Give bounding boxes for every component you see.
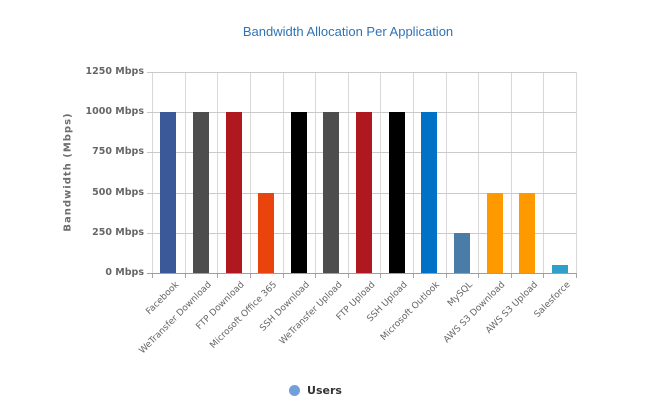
y-tick-label: 0 Mbps	[105, 267, 144, 278]
x-axis-line	[147, 273, 576, 274]
bar-microsoft-office-365[interactable]	[258, 192, 275, 273]
bar-aws-s3-download[interactable]	[486, 192, 503, 273]
bar-ftp-upload[interactable]	[356, 112, 372, 273]
bar-microsoft-outlook[interactable]	[421, 112, 438, 273]
x-axis-tick	[445, 273, 447, 278]
x-category-label: Microsoft Outlook	[379, 280, 443, 343]
bar-aws-s3-upload[interactable]	[519, 192, 536, 273]
x-category-label: MySQL	[445, 280, 475, 309]
x-axis-tick	[543, 273, 545, 278]
x-axis-tick	[412, 273, 414, 278]
legend-label: Users	[307, 383, 342, 397]
x-axis-tick	[315, 273, 317, 278]
vertical-gridline	[152, 72, 153, 273]
vertical-gridline	[315, 72, 317, 273]
x-category-label: AWS S3 Download	[442, 280, 508, 346]
vertical-gridline	[543, 72, 545, 273]
vertical-gridline	[249, 72, 251, 273]
y-tick-label: 750 Mbps	[92, 146, 144, 158]
y-tick-label: 250 Mbps	[92, 226, 144, 238]
vertical-gridline	[380, 72, 382, 273]
vertical-gridline	[478, 72, 480, 273]
bar-salesforce[interactable]	[551, 265, 568, 273]
vertical-gridline	[217, 72, 219, 273]
bar-wetransfer-download[interactable]	[192, 112, 209, 273]
vertical-gridline	[510, 72, 512, 273]
legend-marker-icon	[289, 384, 301, 396]
bar-facebook[interactable]	[160, 112, 177, 273]
x-axis-tick	[282, 273, 284, 278]
bar-ftp-download[interactable]	[225, 112, 242, 273]
x-axis-tick	[478, 273, 480, 278]
x-axis-tick	[249, 273, 251, 278]
bar-ssh-download[interactable]	[290, 112, 307, 273]
vertical-gridline	[184, 72, 186, 273]
x-axis-tick	[217, 273, 219, 278]
vertical-gridline	[347, 72, 349, 273]
vertical-gridline	[576, 72, 577, 273]
x-axis-tick	[152, 273, 153, 278]
y-tick-label: 1250 Mbps	[85, 66, 144, 77]
bar-ssh-upload[interactable]	[388, 112, 405, 273]
vertical-gridline	[412, 72, 414, 273]
x-axis-tick	[380, 273, 382, 278]
chart-title: Bandwidth Allocation Per Application	[242, 24, 454, 39]
y-tick-label: 1000 Mbps	[85, 106, 144, 118]
y-axis-title: Bandwidth (Mbps)	[62, 112, 74, 232]
bar-mysql[interactable]	[453, 232, 470, 273]
vertical-gridline	[282, 72, 284, 273]
horizontal-gridline	[147, 72, 576, 73]
vertical-gridline	[445, 72, 447, 273]
x-axis-tick	[576, 273, 577, 278]
x-category-label: WeTransfer Upload	[277, 280, 345, 347]
x-axis-tick	[510, 273, 512, 278]
bar-wetransfer-upload[interactable]	[323, 112, 340, 273]
legend-item-users[interactable]: Users	[0, 382, 631, 398]
x-axis-tick	[347, 273, 349, 278]
x-axis-tick	[184, 273, 186, 278]
y-tick-label: 500 Mbps	[92, 186, 144, 198]
